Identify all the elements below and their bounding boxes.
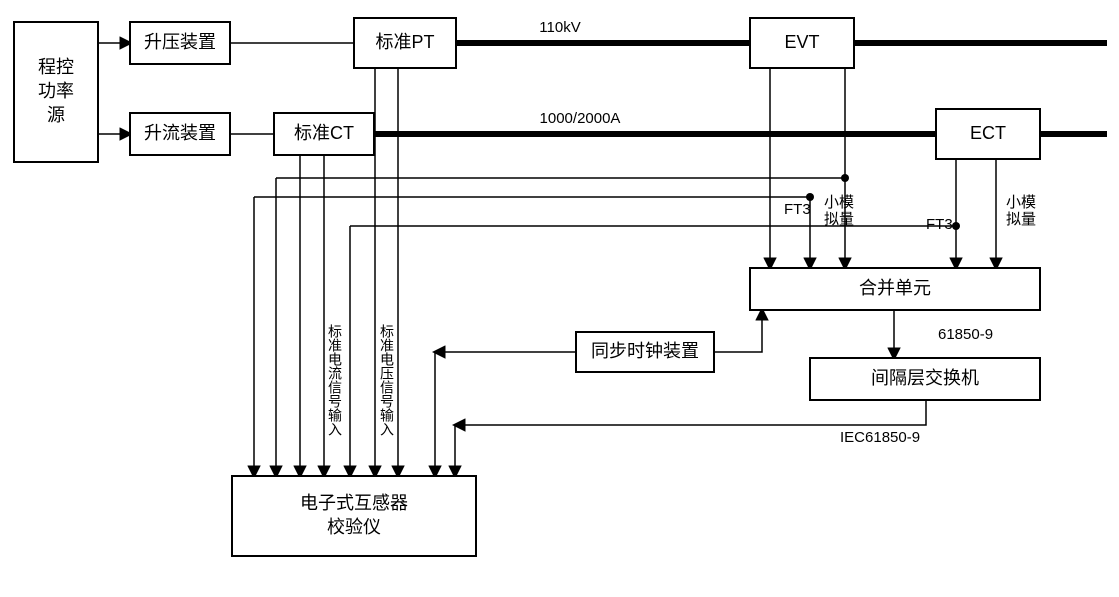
wire — [455, 400, 926, 425]
box-label-sync_clock: 同步时钟装置 — [591, 341, 699, 361]
box-label-source-2: 源 — [47, 105, 65, 125]
label-p61850b: IEC61850-9 — [840, 429, 920, 446]
box-label-step_up: 升压装置 — [144, 32, 216, 52]
wire — [714, 310, 762, 352]
box-label-evt: EVT — [784, 32, 819, 52]
label-ft3_ect: FT3 — [926, 216, 953, 233]
diagram-canvas: 110kV 1000/2000A 程控功率源 升压装置升流装置 标准PT 标准CT EVT E… — [0, 0, 1119, 597]
box-label-source-0: 程控 — [38, 57, 74, 77]
junction-dot — [841, 174, 849, 182]
bus-label-hv: 110kV — [539, 19, 580, 36]
box-label-calibrator-1: 校验仪 — [327, 517, 381, 537]
bus-label-curr: 1000/2000A — [540, 110, 621, 127]
label-small_ect1: 小模 — [1006, 194, 1036, 211]
box-label-calibrator-0: 电子式互感器 — [300, 493, 408, 513]
box-label-std_ct: 标准CT — [294, 123, 354, 143]
label-small_evt1: 小模 — [824, 194, 854, 211]
box-label-ect: ECT — [970, 123, 1006, 143]
label-small_evt2: 拟量 — [824, 211, 854, 228]
box-label-source-1: 功率 — [38, 81, 74, 101]
box-label-step_current: 升流装置 — [144, 123, 216, 143]
label-ft3_evt: FT3 — [784, 201, 811, 218]
box-label-bay_switch: 间隔层交换机 — [871, 368, 979, 388]
junction-dot — [952, 222, 960, 230]
label-std_i: 标准电流信号输入 — [327, 324, 343, 436]
label-std_v: 标准电压信号输入 — [379, 324, 395, 436]
label-small_ect2: 拟量 — [1006, 211, 1036, 228]
label-p61850a: 61850-9 — [938, 326, 993, 343]
box-label-merge_unit: 合并单元 — [859, 278, 931, 298]
box-label-std_pt: 标准PT — [375, 32, 434, 52]
